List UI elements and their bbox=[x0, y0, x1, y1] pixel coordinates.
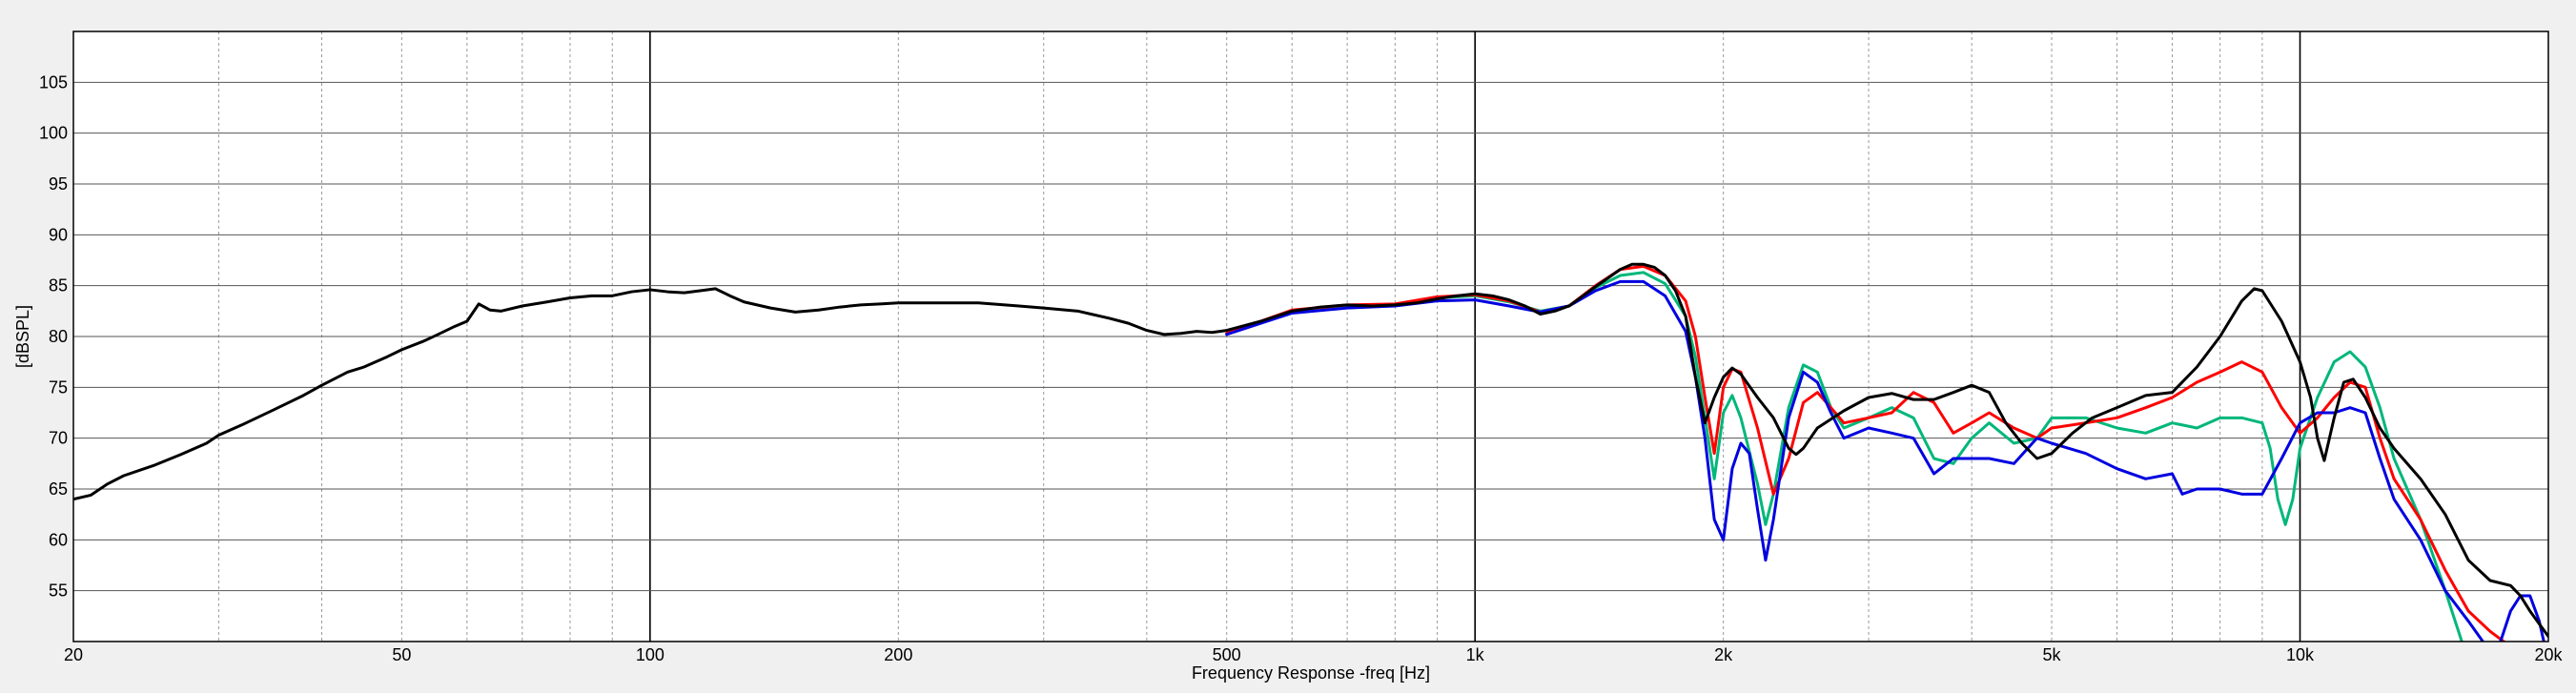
y-tick-label: 75 bbox=[49, 377, 68, 397]
plot-frame bbox=[72, 31, 2549, 642]
series-line-4 bbox=[73, 262, 2548, 639]
x-tick-label: 5k bbox=[2043, 645, 2062, 664]
y-tick-label: 80 bbox=[49, 327, 68, 346]
x-tick-label: 20 bbox=[64, 645, 83, 664]
series-line-1 bbox=[1225, 271, 2464, 642]
y-tick-label: 100 bbox=[39, 124, 68, 143]
x-tick-label: 200 bbox=[884, 645, 912, 664]
y-tick-label: 70 bbox=[49, 429, 68, 448]
x-tick-labels: 20 50 100 200 500 1k 2k 5k 10k 20k bbox=[64, 645, 2564, 664]
y-tick-label: 90 bbox=[49, 225, 68, 244]
series-layer bbox=[73, 262, 2548, 642]
y-tick-labels: 55 60 65 70 75 80 85 90 95 100 105 bbox=[39, 72, 68, 600]
x-tick-label: 1k bbox=[1466, 645, 1485, 664]
series-line-3 bbox=[1225, 279, 2545, 642]
y-tick-label: 85 bbox=[49, 276, 68, 296]
y-tick-label: 105 bbox=[39, 72, 68, 92]
y-tick-label: 95 bbox=[49, 174, 68, 194]
x-tick-label: 2k bbox=[1714, 645, 1733, 664]
x-tick-label: 10k bbox=[2286, 645, 2315, 664]
y-tick-label: 65 bbox=[49, 479, 68, 499]
y-tick-label: 60 bbox=[49, 530, 68, 549]
x-tick-label: 50 bbox=[392, 645, 411, 664]
x-tick-label: 500 bbox=[1213, 645, 1241, 664]
y-tick-label: 55 bbox=[49, 581, 68, 601]
x-tick-label: 20k bbox=[2534, 645, 2563, 664]
x-tick-label: 100 bbox=[636, 645, 664, 664]
x-axis-title: Frequency Response -freq [Hz] bbox=[1192, 663, 1430, 683]
grid-layer bbox=[73, 31, 2548, 642]
y-axis-title: [dBSPL] bbox=[13, 305, 32, 368]
